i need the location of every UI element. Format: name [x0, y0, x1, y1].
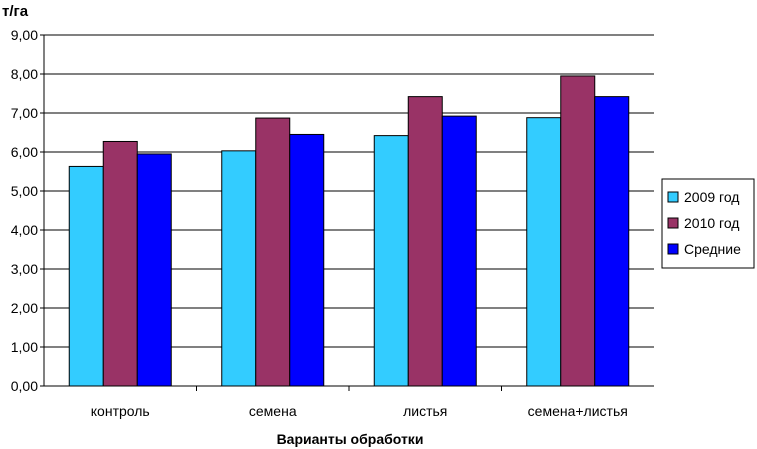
legend: 2009 год 2010 год Средние: [661, 178, 755, 269]
bar-1-3: [373, 135, 409, 387]
y-tick-label: 4,00: [11, 222, 38, 238]
bar-3-4: [594, 96, 630, 387]
legend-swatch: [667, 243, 679, 255]
legend-label: 2009 год: [684, 189, 739, 205]
x-axis-label: Варианты обработки: [277, 431, 424, 447]
x-tick-labels: контроль семена листья семена+листья: [91, 386, 628, 419]
legend-swatch: [667, 217, 679, 229]
bars: [68, 75, 630, 387]
bar-2-3: [407, 96, 443, 387]
y-tick-label: 6,00: [11, 144, 38, 160]
y-tick-label: 8,00: [11, 66, 38, 82]
bar-3-1: [136, 153, 172, 387]
legend-swatch: [667, 191, 679, 203]
bar-2-2: [255, 117, 291, 387]
bar-2-4: [560, 75, 596, 387]
y-tick-label: 7,00: [11, 105, 38, 121]
x-tick-label: семена: [249, 403, 297, 419]
y-tick-label: 5,00: [11, 183, 38, 199]
y-tick-label: 0,00: [11, 378, 38, 394]
x-tick-label: листья: [403, 403, 447, 419]
bar-3-3: [441, 115, 477, 387]
y-tick-labels: 0,00 1,00 2,00 3,00 4,00 5,00 6,00 7,00 8,00 9,00: [11, 27, 44, 394]
y-tick-label: 2,00: [11, 300, 38, 316]
bar-1-4: [526, 117, 562, 387]
bar-3-2: [289, 133, 325, 387]
y-tick-label: 3,00: [11, 261, 38, 277]
x-tick-label: семена+листья: [528, 403, 628, 419]
legend-label: 2010 год: [684, 215, 739, 231]
x-tick-label: контроль: [91, 403, 150, 419]
bar-1-2: [221, 150, 257, 387]
bar-2-1: [102, 140, 138, 387]
y-axis-label: т/га: [2, 3, 29, 20]
y-tick-label: 9,00: [11, 27, 38, 43]
legend-label: Средние: [684, 241, 741, 257]
bar-1-1: [68, 165, 104, 387]
y-tick-label: 1,00: [11, 339, 38, 355]
